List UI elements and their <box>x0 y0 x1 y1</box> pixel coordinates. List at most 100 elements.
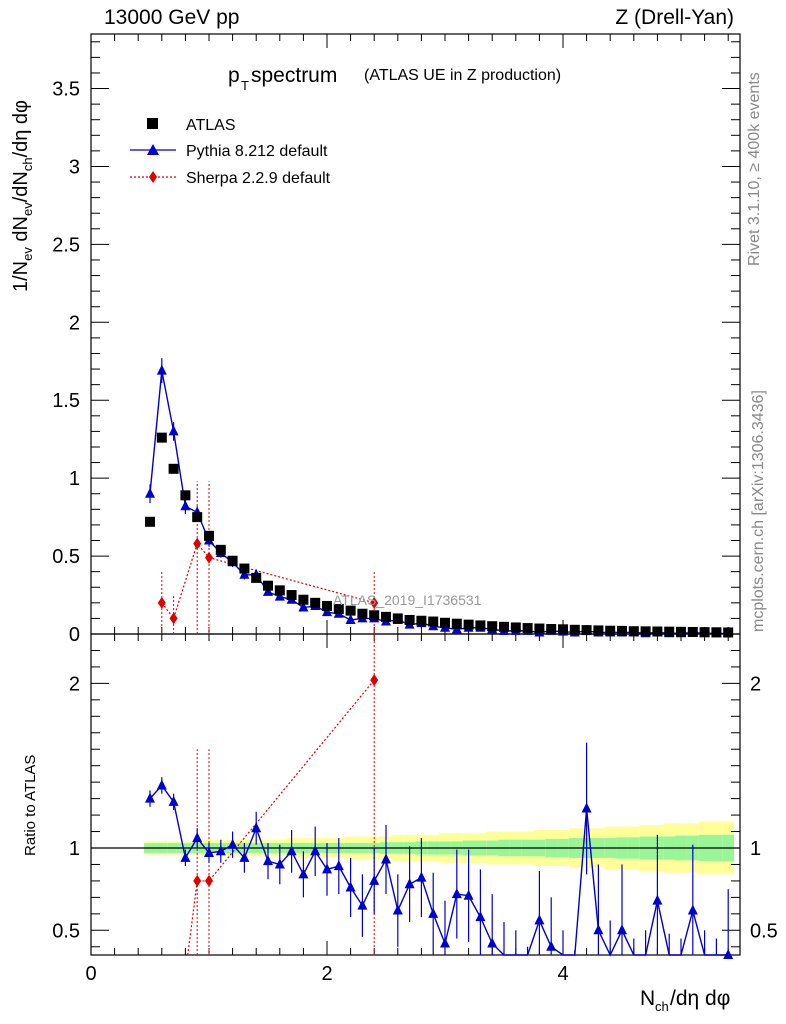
y-tick-label-ratio-right: 2 <box>750 673 761 695</box>
ratio-pythia-line <box>149 784 729 957</box>
atlas-point <box>581 625 592 636</box>
atlas-point <box>699 627 710 638</box>
atlas-point <box>145 516 155 527</box>
atlas-point <box>451 618 462 629</box>
x-label-sub: ch <box>655 999 669 1014</box>
atlas-point <box>215 544 226 555</box>
ratio-pythia-point <box>227 838 238 849</box>
atlas-point <box>558 624 568 635</box>
atlas-point <box>522 623 533 634</box>
atlas-point <box>227 555 238 566</box>
atlas-point <box>274 585 285 596</box>
ratio-pythia-point <box>215 845 226 856</box>
atlas-point <box>345 605 356 616</box>
atlas-point <box>239 563 250 574</box>
atlas-point <box>428 616 439 627</box>
atlas-point <box>369 610 380 621</box>
ratio-sherpa-point <box>370 674 379 687</box>
ratio-pythia-point <box>475 911 486 922</box>
x-tick-label: 0 <box>85 963 96 985</box>
sherpa-series-main <box>157 481 379 634</box>
ratio-pythia-point <box>581 802 592 813</box>
ratio-pythia-point <box>204 846 214 857</box>
atlas-point <box>322 600 332 611</box>
ratio-pythia-point <box>534 914 545 925</box>
ratio-pythia-point <box>298 868 309 879</box>
sherpa-point <box>370 596 379 609</box>
ratio-pythia-point <box>617 924 627 935</box>
ratio-pythia-point <box>145 792 155 803</box>
sherpa-point <box>193 537 202 550</box>
ratio-pythia-point <box>652 894 663 905</box>
legend-sherpa-marker <box>149 171 157 183</box>
ratio-pythia-point <box>451 888 462 899</box>
atlas-point <box>180 490 191 501</box>
y-tick-label-ratio-right: 0.5 <box>750 920 778 942</box>
title-sub: T <box>241 78 249 93</box>
atlas-point <box>593 625 604 636</box>
atlas-point <box>463 619 474 630</box>
plot-title: p T spectrum (ATLAS UE in Z production) <box>228 64 561 93</box>
ratio-pythia-point <box>156 779 167 790</box>
ratio-pythia-point <box>381 853 391 864</box>
y-tick-label-ratio: 0.5 <box>52 920 80 942</box>
y-tick-label-ratio: 1 <box>69 838 80 860</box>
legend: ATLAS Pythia 8.212 default Sherpa 2.2.9 … <box>130 117 331 187</box>
atlas-point <box>333 604 344 615</box>
atlas-point <box>628 626 639 637</box>
atlas-point <box>192 512 203 523</box>
atlas-point <box>510 622 521 633</box>
legend-pythia-label: Pythia 8.212 default <box>186 143 328 160</box>
atlas-point <box>168 463 179 474</box>
ratio-pythia-point <box>723 949 734 959</box>
ratio-pythia-point <box>310 845 321 856</box>
ratio-pythia-point <box>440 937 450 948</box>
ratio-pythia-point <box>168 795 179 806</box>
pythia-point <box>239 568 250 579</box>
atlas-series-main <box>145 432 734 638</box>
atlas-point <box>723 627 734 638</box>
ratio-pythia-point <box>345 881 356 892</box>
pythia-point <box>168 425 179 436</box>
x-tick-label: 4 <box>557 963 568 985</box>
ratio-pythia-point <box>322 863 332 874</box>
y-tick-label-main: 3 <box>69 156 80 178</box>
axis-tick-labels: 0 2 400.511.522.533.50.5 0.51 12 2 <box>52 79 778 985</box>
atlas-point <box>534 623 545 634</box>
atlas-point <box>357 608 368 619</box>
ratio-pythia-point <box>180 851 191 862</box>
ratio-pythia-point <box>251 822 262 833</box>
ratio-pythia-point <box>274 858 285 869</box>
atlas-point <box>664 626 675 637</box>
atlas-point <box>617 625 627 636</box>
atlas-point <box>499 621 509 632</box>
atlas-point <box>640 626 651 637</box>
atlas-point <box>310 597 321 608</box>
y-tick-label-ratio-right: 1 <box>750 838 761 860</box>
ratio-pythia-point <box>593 924 604 935</box>
atlas-point <box>687 626 698 637</box>
atlas-point <box>676 626 686 637</box>
y-tick-label-main: 0 <box>69 624 80 646</box>
ratio-pythia-point <box>428 907 439 918</box>
atlas-point <box>204 530 214 541</box>
ratio-pythia-point <box>416 871 427 882</box>
atlas-point <box>263 580 273 591</box>
atlas-point <box>546 624 557 635</box>
ratio-pythia-point <box>192 832 203 843</box>
ratio-sherpa-line <box>187 679 375 956</box>
ratio-plot-frame <box>90 633 741 956</box>
title-p: p <box>228 64 240 87</box>
pythia-point <box>145 487 155 498</box>
atlas-point <box>652 626 663 637</box>
header-left: 13000 GeV pp <box>104 6 240 29</box>
ratio-sherpa-point <box>193 874 202 887</box>
pythia-point <box>274 590 285 601</box>
pythia-point <box>322 606 332 617</box>
x-tick-label: 2 <box>321 963 332 985</box>
legend-pythia-marker <box>147 144 159 155</box>
ratio-pythia-point <box>546 940 557 951</box>
y-tick-label-main: 3.5 <box>52 79 80 101</box>
y-tick-label-main: 1 <box>69 468 80 490</box>
